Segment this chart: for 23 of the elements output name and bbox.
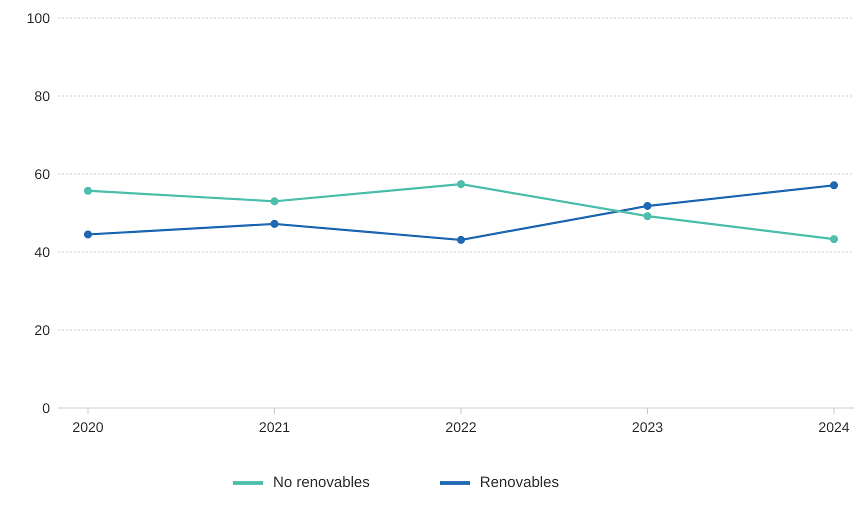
point — [270, 220, 278, 228]
y-tick-label: 100 — [26, 10, 50, 26]
point — [84, 230, 92, 238]
point — [270, 197, 278, 206]
legend-label: No renovables — [273, 474, 370, 491]
x-tick-label: 2024 — [818, 418, 850, 435]
x-tick-label: 2020 — [72, 418, 104, 435]
x-tick-label: 2022 — [445, 418, 477, 435]
x-tick-label: 2023 — [632, 418, 664, 435]
y-tick-label: 20 — [34, 322, 50, 338]
y-tick-label: 60 — [34, 166, 50, 182]
point — [830, 181, 838, 190]
point — [457, 180, 465, 188]
point — [644, 212, 652, 220]
point — [830, 235, 838, 244]
y-tick-label: 40 — [34, 244, 50, 260]
y-tick-label: 0 — [42, 400, 50, 416]
legend-label: Renovables — [480, 474, 559, 491]
x-tick-label: 2021 — [258, 418, 290, 435]
y-tick-label: 80 — [34, 88, 50, 104]
point — [457, 236, 465, 244]
point — [644, 202, 652, 210]
point — [84, 186, 92, 195]
